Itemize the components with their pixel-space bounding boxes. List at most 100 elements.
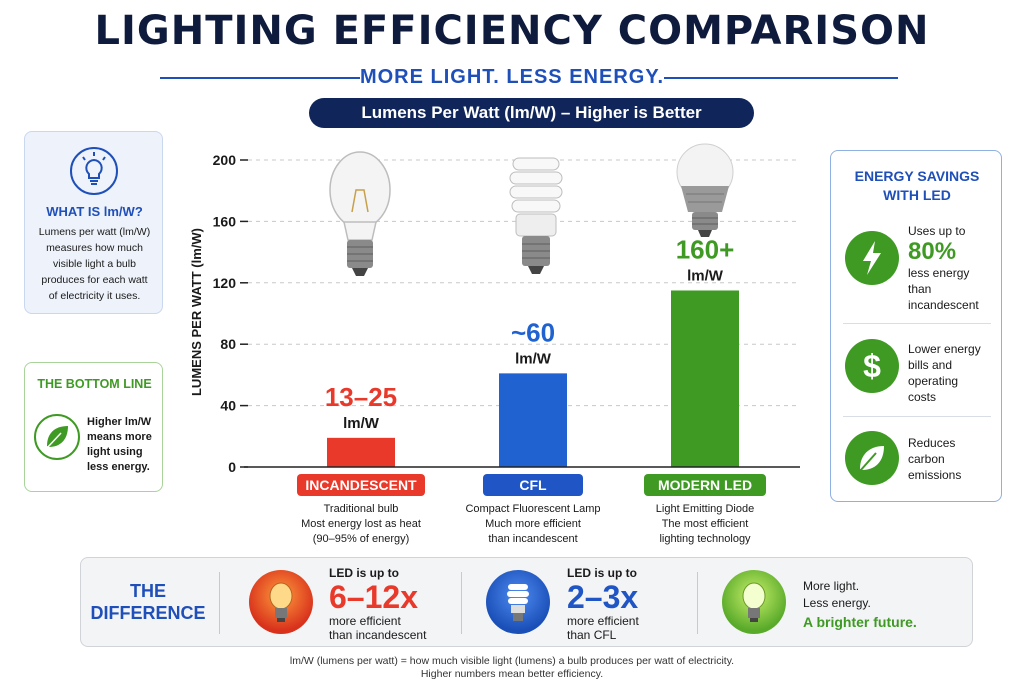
savings-title-line: WITH LED bbox=[883, 187, 951, 203]
difference-multiplier: 6–12x bbox=[329, 579, 418, 615]
footnote-line: Higher numbers mean better efficiency. bbox=[420, 668, 604, 680]
bottom-line-line: less energy. bbox=[87, 461, 150, 473]
page-title: LIGHTING EFFICIENCY COMPARISON bbox=[94, 8, 930, 54]
desc-line: lighting technology bbox=[659, 533, 751, 545]
y-axis-label: LUMENS PER WATT (lm/W) bbox=[189, 228, 204, 396]
page-subtitle: MORE LIGHT. LESS ENERGY. bbox=[359, 66, 665, 88]
leaf-icon bbox=[34, 414, 80, 460]
energy-savings-card: ENERGY SAVINGS WITH LED Uses up to 80% l… bbox=[830, 150, 1002, 502]
footnote-line: lm/W (lumens per watt) = how much visibl… bbox=[289, 655, 735, 667]
difference-divider bbox=[697, 572, 698, 634]
bottom-line-line: light using bbox=[87, 446, 143, 458]
info-card-title: WHAT IS lm/W? bbox=[46, 204, 143, 219]
bulb-illustrations bbox=[329, 143, 734, 276]
savings-title: ENERGY SAVINGS WITH LED bbox=[831, 167, 1003, 205]
bottom-line-line: Higher lm/W bbox=[87, 416, 152, 428]
savings-item-bills: Lower energy bills and operating costs bbox=[908, 341, 1000, 405]
y-tick-label: 40 bbox=[220, 398, 236, 414]
savings-divider bbox=[843, 416, 991, 417]
info-line: Lumens per watt (lm/W) bbox=[38, 226, 151, 238]
difference-card: THE DIFFERENCE LED is up to 6–12x more e… bbox=[80, 557, 973, 647]
savings-text: Uses up to bbox=[908, 224, 966, 238]
difference-text: More light. bbox=[803, 579, 860, 593]
y-tick-label: 120 bbox=[213, 275, 237, 291]
difference-item-incandescent: LED is up to 6–12x more efficient than i… bbox=[329, 566, 509, 642]
savings-text: than bbox=[908, 282, 932, 296]
savings-text: carbon bbox=[908, 452, 945, 466]
info-card-body: Lumens per watt (lm/W) measures how much… bbox=[29, 224, 160, 304]
bottom-line-line: means more bbox=[87, 431, 152, 443]
difference-text: LED is up to bbox=[567, 566, 637, 580]
bar-incandescent bbox=[327, 437, 395, 467]
category-desc-cfl: Compact Fluorescent Lamp Much more effic… bbox=[453, 502, 613, 547]
difference-text: than CFL bbox=[567, 628, 617, 642]
difference-text: than incandescent bbox=[329, 628, 427, 642]
desc-line: The most efficient bbox=[661, 518, 749, 530]
difference-accent: A brighter future. bbox=[803, 614, 917, 630]
bar-modern-led bbox=[671, 290, 739, 467]
bottom-line-body: Higher lm/W means more light using less … bbox=[87, 415, 163, 475]
led-bulb-icon bbox=[676, 143, 734, 237]
bottom-line-card: THE BOTTOM LINE Higher lm/W means more l… bbox=[24, 362, 163, 492]
difference-title: THE DIFFERENCE bbox=[81, 580, 215, 624]
savings-text: incandescent bbox=[908, 298, 979, 312]
difference-text: more efficient bbox=[567, 614, 639, 628]
savings-text: less energy bbox=[908, 266, 970, 280]
bar-data-label: 160+ bbox=[676, 234, 735, 264]
category-desc-led: Light Emitting Diode The most efficient … bbox=[625, 502, 785, 547]
cfl-bulb-icon bbox=[509, 157, 563, 274]
lightbulb-icon bbox=[70, 147, 118, 195]
svg-text:$: $ bbox=[863, 348, 881, 384]
difference-item-cfl: LED is up to 2–3x more efficient than CF… bbox=[567, 566, 737, 642]
savings-text: Reduces bbox=[908, 436, 956, 450]
bar-unit-label: lm/W bbox=[343, 415, 380, 432]
difference-item-summary: More light. Less energy. A brighter futu… bbox=[803, 578, 963, 632]
y-tick-label: 0 bbox=[228, 459, 236, 475]
y-tick-label: 200 bbox=[213, 152, 237, 168]
savings-item-carbon: Reduces carbon emissions bbox=[908, 435, 1000, 483]
desc-line: (90–95% of energy) bbox=[312, 533, 410, 545]
y-tick-label: 80 bbox=[220, 336, 236, 352]
subtitle-rule-left bbox=[160, 77, 360, 79]
difference-text: LED is up to bbox=[329, 566, 399, 580]
chart-bars bbox=[327, 290, 739, 467]
desc-line: Most energy lost as heat bbox=[301, 518, 421, 530]
savings-divider bbox=[843, 323, 991, 324]
category-desc-incandescent: Traditional bulb Most energy lost as hea… bbox=[281, 502, 441, 547]
desc-line: than incandescent bbox=[488, 533, 578, 545]
difference-text: Less energy. bbox=[803, 596, 871, 610]
y-tick-label: 160 bbox=[213, 213, 237, 229]
savings-text: emissions bbox=[908, 468, 962, 482]
footnote: lm/W (lumens per watt) = how much visibl… bbox=[0, 655, 1024, 681]
info-line: visible light a bulb bbox=[53, 258, 136, 270]
difference-title-line: THE bbox=[130, 581, 166, 601]
info-line: of electricity it uses. bbox=[48, 290, 141, 302]
bottom-line-title: THE BOTTOM LINE bbox=[37, 377, 152, 391]
difference-divider bbox=[219, 572, 220, 634]
dollar-icon: $ bbox=[845, 339, 899, 393]
savings-text: operating bbox=[908, 374, 959, 388]
cfl-bulb-icon bbox=[486, 570, 550, 634]
bar-unit-label: lm/W bbox=[515, 350, 552, 367]
subtitle-rule-right bbox=[664, 77, 898, 79]
chart-data-labels: 13–25 lm/W ~60 lm/W 160+ lm/W bbox=[325, 234, 734, 431]
difference-text: more efficient bbox=[329, 614, 401, 628]
difference-divider bbox=[461, 572, 462, 634]
category-label-incandescent: INCANDESCENT bbox=[297, 474, 425, 496]
bar-cfl bbox=[499, 373, 567, 467]
desc-line: Much more efficient bbox=[485, 518, 581, 530]
incandescent-bulb-icon bbox=[249, 570, 313, 634]
difference-title-line: DIFFERENCE bbox=[90, 603, 206, 623]
y-axis-ticks: 0 40 80 120 160 200 bbox=[213, 152, 248, 475]
led-bulb-icon bbox=[722, 570, 786, 634]
bar-data-label: ~60 bbox=[511, 317, 555, 347]
desc-line: Light Emitting Diode bbox=[655, 503, 755, 515]
info-card: WHAT IS lm/W? Lumens per watt (lm/W) mea… bbox=[24, 131, 163, 314]
incandescent-bulb-icon bbox=[329, 151, 391, 276]
desc-line: Traditional bulb bbox=[323, 503, 399, 515]
savings-text: costs bbox=[908, 390, 937, 404]
savings-percent: 80% bbox=[908, 238, 957, 265]
category-label-led: MODERN LED bbox=[644, 474, 766, 496]
savings-title-line: ENERGY SAVINGS bbox=[854, 168, 980, 184]
